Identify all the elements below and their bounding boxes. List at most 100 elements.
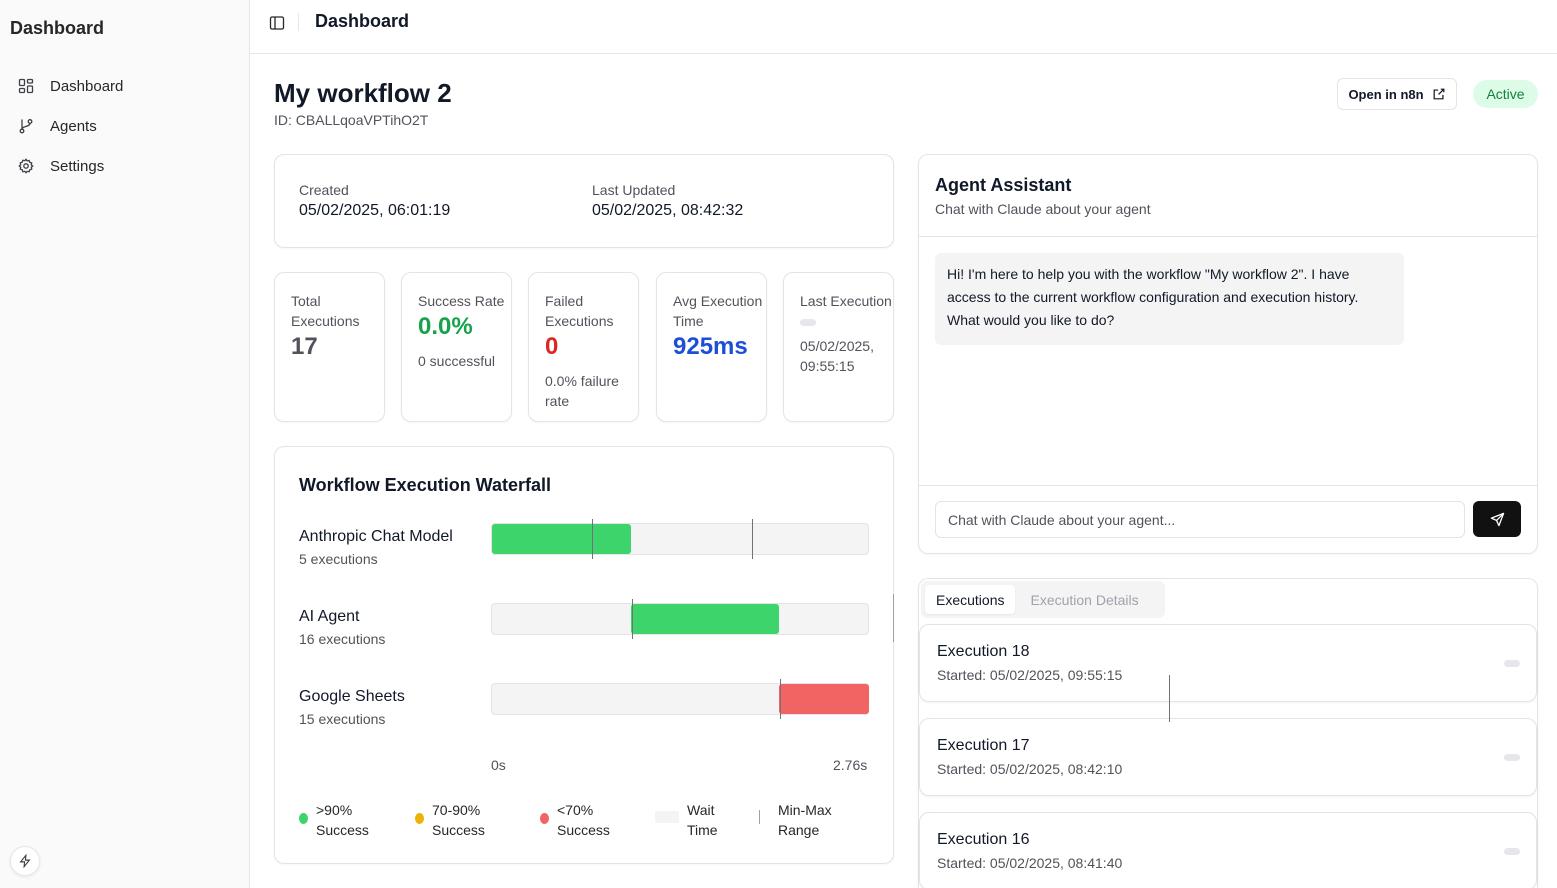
assistant-message: Hi! I'm here to help you with the workfl… bbox=[935, 253, 1404, 345]
stat-value: 0 bbox=[545, 333, 559, 360]
min-max-range-marker bbox=[592, 519, 593, 559]
axis-end-label: 2.76s bbox=[833, 757, 868, 773]
waterfall-row-count: 16 executions bbox=[299, 631, 386, 647]
stat-label: Avg Execution Time bbox=[673, 293, 763, 329]
legend-label: Wait Time bbox=[687, 802, 718, 838]
legend-wait-time: Wait Time bbox=[655, 800, 745, 840]
legend-swatch bbox=[415, 813, 424, 824]
stat-value: 0.0% bbox=[418, 313, 473, 340]
chat-input[interactable] bbox=[935, 501, 1465, 538]
send-icon bbox=[1490, 512, 1504, 526]
sidebar-item-dashboard[interactable]: Dashboard bbox=[8, 66, 240, 106]
open-in-n8n-button[interactable]: Open in n8n bbox=[1337, 78, 1457, 110]
sidebar-toggle-button[interactable] bbox=[267, 13, 287, 33]
stat-value: 17 bbox=[291, 333, 318, 360]
legend-low-success: <70% Success bbox=[540, 800, 630, 840]
waterfall-card: Workflow Execution Waterfall Anthropic C… bbox=[274, 446, 894, 864]
header-separator bbox=[298, 13, 299, 31]
execution-name: Execution 16 bbox=[937, 831, 1030, 848]
sidebar-nav: Dashboard Agents Settings bbox=[8, 66, 240, 186]
bolt-button[interactable] bbox=[10, 846, 40, 876]
execution-item[interactable]: Execution 18 Started: 05/02/2025, 09:55:… bbox=[919, 624, 1537, 702]
waterfall-track[interactable] bbox=[491, 599, 869, 639]
agent-assistant-card: Agent Assistant Chat with Claude about y… bbox=[918, 154, 1538, 554]
executions-card: Executions Execution Details Execution 1… bbox=[918, 578, 1538, 888]
stat-card-total-executions: Total Executions 17 bbox=[274, 272, 385, 422]
sidebar-item-label: Dashboard bbox=[50, 77, 124, 95]
legend-swatch bbox=[299, 813, 308, 824]
scroll-indicator bbox=[1169, 675, 1170, 722]
sidebar-item-label: Agents bbox=[50, 117, 97, 135]
git-branch-icon bbox=[18, 118, 34, 134]
open-in-n8n-label: Open in n8n bbox=[1348, 86, 1424, 102]
tab-execution-details[interactable]: Execution Details bbox=[1030, 591, 1139, 608]
waterfall-track[interactable] bbox=[491, 679, 869, 719]
updated-block: Last Updated 05/02/2025, 08:42:32 bbox=[592, 182, 743, 220]
stat-card-success-rate: Success Rate 0.0% 0 successful bbox=[401, 272, 512, 422]
execution-started: Started: 05/02/2025, 09:55:15 bbox=[937, 667, 1123, 683]
send-button[interactable] bbox=[1473, 501, 1521, 537]
workflow-id: ID: CBALLqoaVPTihO2T bbox=[274, 112, 429, 128]
execution-item[interactable]: Execution 16 Started: 05/02/2025, 08:41:… bbox=[919, 812, 1537, 888]
assistant-subtitle: Chat with Claude about your agent bbox=[935, 201, 1151, 217]
status-pill bbox=[1504, 754, 1520, 761]
created-value: 05/02/2025, 06:01:19 bbox=[299, 202, 451, 219]
execution-item[interactable]: Execution 17 Started: 05/02/2025, 08:42:… bbox=[919, 718, 1537, 796]
tab-executions[interactable]: Executions bbox=[925, 585, 1016, 614]
external-link-icon bbox=[1433, 88, 1444, 100]
legend-swatch bbox=[759, 810, 760, 824]
header-title: Dashboard bbox=[315, 11, 410, 31]
waterfall-bar[interactable] bbox=[631, 604, 779, 634]
panel-left-icon bbox=[269, 16, 285, 30]
execution-started: Started: 05/02/2025, 08:42:10 bbox=[937, 761, 1123, 777]
waterfall-row-name: AI Agent bbox=[299, 608, 360, 625]
legend-label: Min-Max Range bbox=[778, 802, 832, 838]
created-label: Created bbox=[299, 182, 349, 198]
legend-min-max-range: Min-Max Range bbox=[755, 800, 865, 840]
stat-value: 925ms bbox=[673, 333, 748, 360]
executions-tabs: Executions Execution Details bbox=[921, 581, 1165, 618]
sidebar-item-agents[interactable]: Agents bbox=[8, 106, 240, 146]
sidebar-item-label: Settings bbox=[50, 157, 105, 175]
stat-sub: 0.0% failure rate bbox=[545, 373, 619, 409]
dashboard-grid-icon bbox=[18, 78, 34, 94]
status-pill bbox=[1504, 660, 1520, 667]
waterfall-row-name: Google Sheets bbox=[299, 688, 405, 705]
waterfall-track[interactable] bbox=[491, 519, 869, 559]
execution-started: Started: 05/02/2025, 08:41:40 bbox=[937, 855, 1123, 871]
divider bbox=[919, 485, 1537, 486]
waterfall-bar[interactable] bbox=[779, 684, 869, 714]
execution-name: Execution 18 bbox=[937, 643, 1030, 660]
status-pill bbox=[800, 319, 816, 326]
stat-sub: 05/02/2025, 09:55:15 bbox=[800, 338, 874, 374]
waterfall-row-count: 15 executions bbox=[299, 711, 386, 727]
legend-swatch bbox=[655, 811, 679, 823]
dates-card: Created 05/02/2025, 06:01:19 Last Update… bbox=[274, 154, 894, 248]
legend-swatch bbox=[540, 813, 549, 824]
stat-card-avg-execution-time: Avg Execution Time 925ms bbox=[656, 272, 767, 422]
lightning-icon bbox=[19, 854, 31, 868]
waterfall-title: Workflow Execution Waterfall bbox=[299, 475, 552, 495]
created-block: Created 05/02/2025, 06:01:19 bbox=[299, 182, 450, 220]
updated-value: 05/02/2025, 08:42:32 bbox=[592, 202, 744, 219]
min-max-range-marker bbox=[632, 599, 633, 639]
gear-icon bbox=[18, 158, 34, 174]
execution-name: Execution 17 bbox=[937, 737, 1030, 754]
waterfall-bar[interactable] bbox=[492, 524, 631, 554]
stat-label: Success Rate bbox=[418, 293, 505, 309]
sidebar-title: Dashboard bbox=[10, 18, 105, 38]
stat-sub: 0 successful bbox=[418, 353, 496, 369]
assistant-title: Agent Assistant bbox=[935, 175, 1072, 195]
min-max-range-marker bbox=[780, 679, 781, 719]
waterfall-row-count: 5 executions bbox=[299, 551, 378, 567]
stat-label: Last Execution bbox=[800, 293, 892, 309]
legend-mid-success: 70-90% Success bbox=[415, 800, 505, 840]
divider bbox=[919, 236, 1537, 237]
status-badge: Active bbox=[1473, 80, 1538, 108]
scroll-indicator bbox=[893, 594, 894, 642]
waterfall-row-name: Anthropic Chat Model bbox=[299, 528, 453, 545]
legend-high-success: >90% Success bbox=[299, 800, 389, 840]
legend-label: 70-90% Success bbox=[432, 802, 485, 838]
sidebar-item-settings[interactable]: Settings bbox=[8, 146, 240, 186]
stat-label: Failed Executions bbox=[545, 293, 614, 329]
